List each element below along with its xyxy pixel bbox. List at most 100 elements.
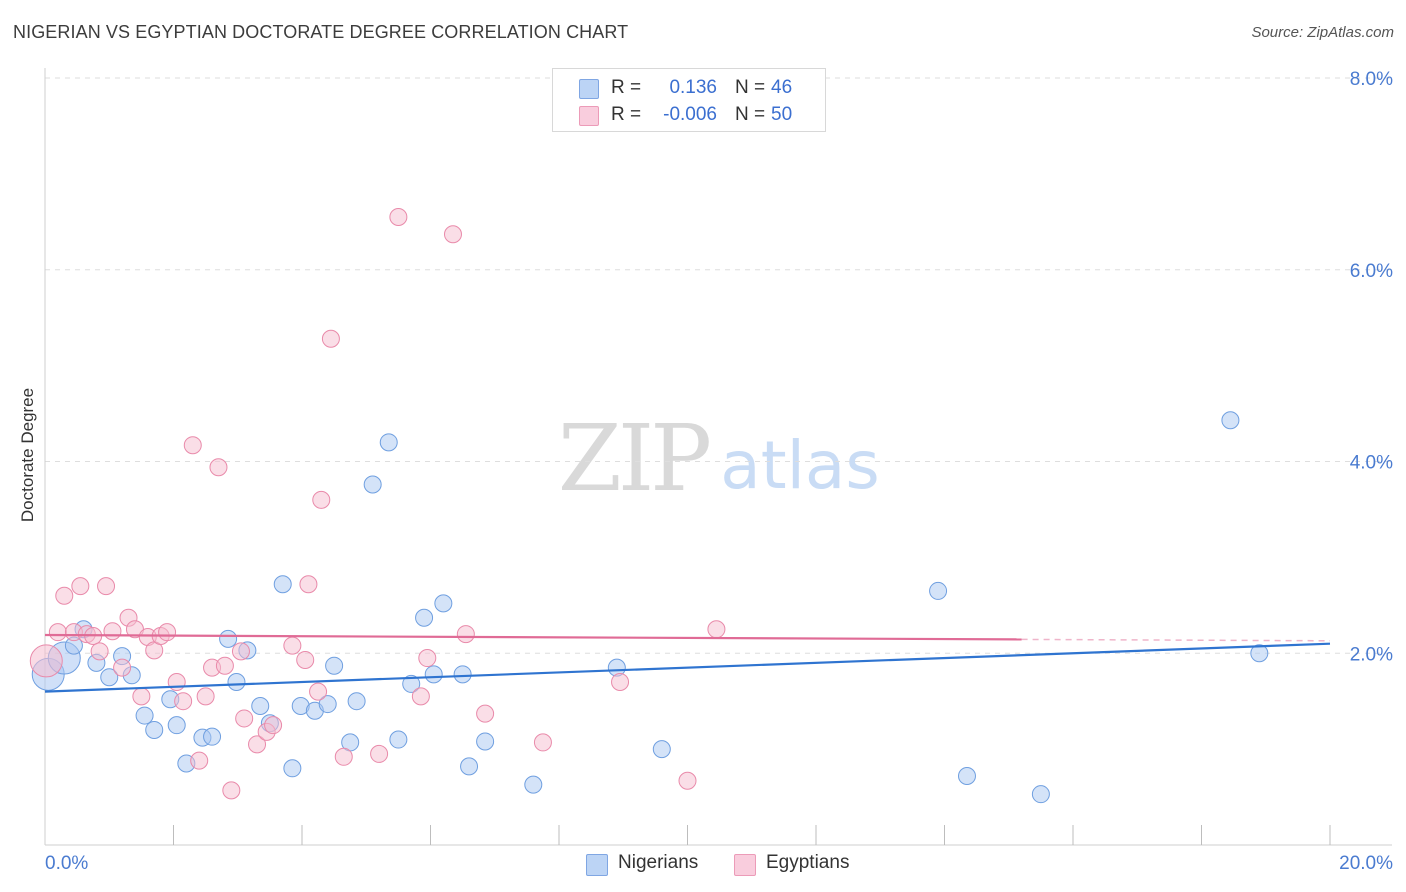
egyptian-point <box>533 733 552 752</box>
nigerian-point <box>1221 411 1240 430</box>
chart-title: NIGERIAN VS EGYPTIAN DOCTORATE DEGREE CO… <box>13 22 629 42</box>
egyptian-point <box>443 225 462 244</box>
series-label-egyptians: Egyptians <box>766 852 850 873</box>
nigerian-point <box>100 668 119 687</box>
nigerian-point <box>219 629 238 648</box>
legend-swatch-nigerians <box>579 79 599 99</box>
legend-n-label: N = <box>735 104 766 125</box>
legend-row-egyptians: R = -0.006 N = 50 <box>553 102 825 128</box>
nigerian-point <box>476 732 495 751</box>
egyptian-point <box>707 620 726 639</box>
egyptian-point <box>476 704 495 723</box>
legend-r-value: 0.136 <box>669 77 717 98</box>
legend-r-label: R = <box>611 77 642 98</box>
nigerian-point <box>415 608 434 627</box>
egyptian-point <box>90 642 109 661</box>
grid <box>45 77 1392 654</box>
egyptian-point <box>296 650 315 669</box>
legend: R = 0.136 N = 46 R = -0.006 N = 50 <box>552 68 826 132</box>
watermark: ZIP atlas <box>558 405 880 512</box>
egyptian-point <box>55 586 74 605</box>
series-legend: Nigerians Egyptians <box>0 852 1406 878</box>
series-label-nigerians: Nigerians <box>618 852 699 873</box>
egyptian-point <box>132 687 151 706</box>
nigerian-point <box>524 775 543 794</box>
egyptian-point <box>264 716 283 735</box>
nigerian-point <box>167 716 186 735</box>
egyptians-points <box>29 208 726 800</box>
series-swatch-nigerians <box>586 854 608 876</box>
axes <box>44 68 1392 846</box>
egyptian-point <box>283 636 302 655</box>
y-tick-label: 2.0% <box>1350 644 1393 665</box>
legend-r-value: -0.006 <box>663 104 717 125</box>
legend-n-value: 46 <box>771 77 793 98</box>
egyptian-point <box>370 744 389 763</box>
watermark-zip: ZIP <box>558 405 709 512</box>
x-tick-label-min: 0.0% <box>45 853 88 874</box>
legend-n-value: 50 <box>771 104 793 125</box>
nigerian-point <box>251 696 270 715</box>
nigerian-point <box>227 673 246 692</box>
egyptian-point <box>231 642 250 661</box>
nigerian-point <box>389 730 408 749</box>
nigerian-point <box>402 674 421 693</box>
egyptian-point <box>309 682 328 701</box>
nigerian-point <box>273 575 292 594</box>
nigerian-point <box>347 692 366 711</box>
egyptian-point <box>389 208 408 227</box>
egyptian-trend-extension <box>1021 638 1331 642</box>
nigerian-point <box>460 757 479 776</box>
nigerian-point <box>957 766 976 785</box>
egyptian-point <box>48 623 67 642</box>
nigerian-point <box>929 581 948 600</box>
egyptian-point <box>222 781 241 800</box>
source-label: Source: ZipAtlas.com <box>1251 24 1394 41</box>
nigerian-point <box>135 706 154 725</box>
watermark-atlas: atlas <box>720 427 880 504</box>
nigerian-point <box>318 695 337 714</box>
egyptian-point <box>334 747 353 766</box>
egyptian-point <box>678 771 697 790</box>
egyptian-point <box>456 625 475 644</box>
nigerian-point <box>1250 644 1269 663</box>
egyptian-point <box>103 622 122 641</box>
egyptian-point <box>174 692 193 711</box>
egyptian-point <box>113 658 132 677</box>
series-swatch-egyptians <box>734 854 756 876</box>
egyptian-point <box>196 687 215 706</box>
legend-r-label: R = <box>611 104 642 125</box>
egyptian-point <box>611 673 630 692</box>
egyptian-point <box>299 575 318 594</box>
x-ticks <box>173 825 1331 845</box>
trend-lines <box>44 633 1331 693</box>
egyptian-point <box>418 649 437 668</box>
nigerian-point <box>145 720 164 739</box>
egyptian-point <box>312 490 331 509</box>
legend-row-nigerians: R = 0.136 N = 46 <box>553 75 825 101</box>
egyptian-trend-line <box>44 633 1022 641</box>
legend-n-label: N = <box>735 77 766 98</box>
y-tick-label: 4.0% <box>1350 453 1393 474</box>
nigerian-point <box>1031 785 1050 804</box>
nigerian-point <box>652 740 671 759</box>
nigerian-point <box>325 656 344 675</box>
egyptian-point <box>97 577 116 596</box>
nigerian-point <box>283 759 302 778</box>
nigerian-point <box>434 594 453 613</box>
egyptian-point <box>411 687 430 706</box>
y-tick-label: 8.0% <box>1350 69 1393 90</box>
egyptian-point <box>248 735 267 754</box>
egyptian-point <box>158 623 177 642</box>
egyptian-point <box>215 656 234 675</box>
egyptian-point <box>209 458 228 477</box>
nigerian-point <box>363 475 382 494</box>
legend-swatch-egyptians <box>579 106 599 126</box>
egyptian-point <box>71 577 90 596</box>
nigerian-point <box>453 665 472 684</box>
egyptian-point <box>29 644 63 678</box>
egyptian-point <box>235 709 254 728</box>
nigerian-trend-line <box>44 642 1331 693</box>
egyptian-point <box>183 436 202 455</box>
